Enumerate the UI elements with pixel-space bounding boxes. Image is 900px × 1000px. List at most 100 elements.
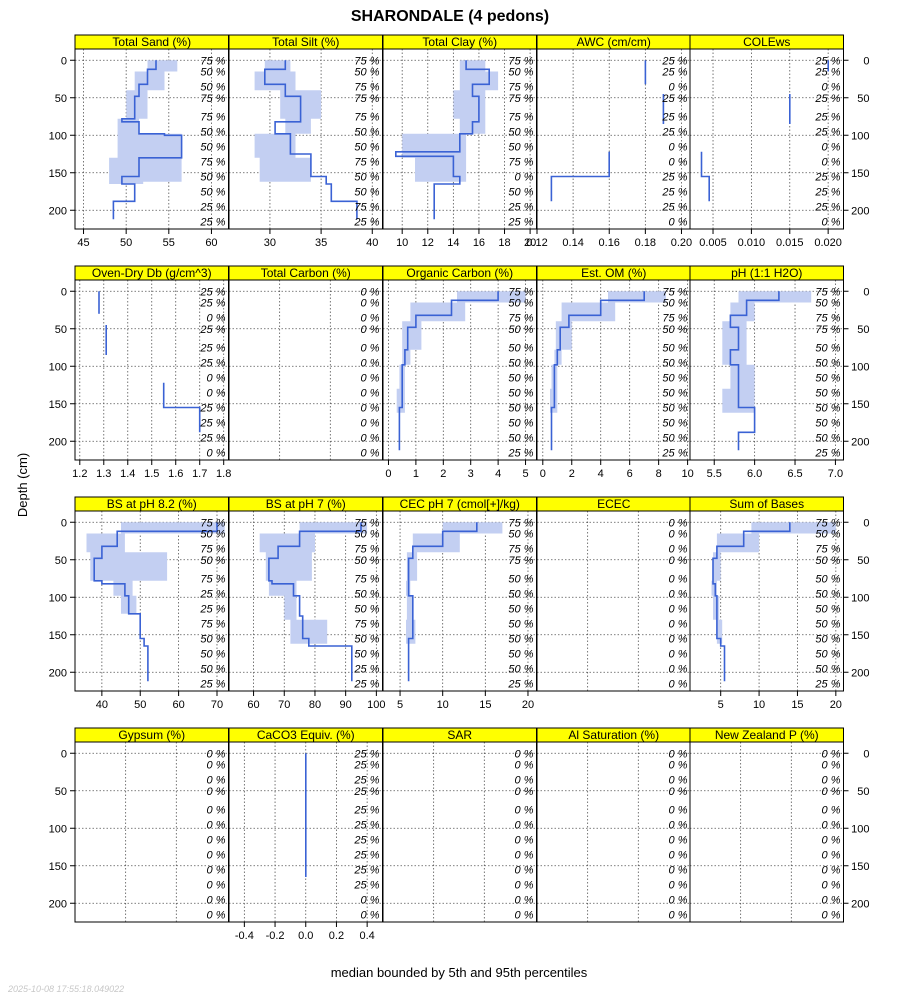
panel-7-pct-label: 50 % (508, 343, 533, 355)
panel-2-pct-label: 25 % (507, 202, 533, 214)
panel-9-xtick-label: 7.0 (828, 468, 843, 480)
panel-18-pct-label: 0 % (669, 850, 688, 862)
panel-14-pct-label: 50 % (815, 589, 840, 601)
panel-13-pct-label: 0 % (669, 555, 688, 567)
panel-0-ytick-label: 100 (49, 130, 67, 142)
panel-1-pct-label: 75 % (354, 93, 379, 105)
panel-3-pct-label: 0 % (669, 217, 688, 229)
panel-7-xtick-label: 5 (522, 468, 528, 480)
panel-2-pct-label: 50 % (508, 142, 533, 154)
panel-1-strip-label: Total Silt (%) (272, 35, 339, 49)
panel-6-pct-label: 0 % (361, 373, 380, 385)
panel-8-pct-label: 50 % (662, 373, 687, 385)
panel-15-pct-label: 0 % (207, 805, 226, 817)
panel-18-plot-bg (537, 742, 691, 922)
panel-13-pct-label: 0 % (669, 634, 688, 646)
panel-18-pct-label: 0 % (669, 786, 688, 798)
panel-4-pct-label: 25 % (814, 112, 840, 124)
panel-11-xtick-label: 60 (247, 699, 259, 711)
panel-7-median-line (398, 291, 499, 451)
panel-12-xtick-label: 5 (397, 699, 403, 711)
panel-3-xtick-label: 0.16 (599, 237, 620, 249)
panel-9-ytick-label: 200 (851, 436, 869, 448)
panel-14-border (689, 510, 844, 692)
panel-14-pct-label: 50 % (815, 649, 840, 661)
panel-12-pct-label: 75 % (508, 555, 533, 567)
panel-6-pct-label: 0 % (361, 358, 380, 370)
panel-10-ytick-label: 100 (49, 592, 67, 604)
panel-5-ytick-label: 0 (61, 286, 67, 298)
panel-13-plot-bg (537, 511, 691, 691)
panel-9-plot-bg (690, 280, 844, 460)
panel-10-pct-label: 50 % (200, 555, 225, 567)
panel-5-plot-bg (75, 280, 229, 460)
panel-0-pct-label: 75 % (200, 93, 225, 105)
panel-11-xtick-label: 70 (278, 699, 290, 711)
panel-16-pct-label: 25 % (353, 880, 379, 892)
panel-17-pct-label: 0 % (515, 835, 534, 847)
panel-15-ytick-label: 50 (55, 786, 67, 798)
panel-13-pct-label: 0 % (669, 679, 688, 691)
panel-10: BS at pH 8.2 (%)75 %50 %75 %50 %75 %25 %… (49, 496, 229, 711)
panel-2-xtick-label: 20 (524, 237, 536, 249)
panel-2-xtick-label: 12 (422, 237, 434, 249)
panel-5-pct-label: 0 % (207, 373, 226, 385)
panel-4-pct-label: 25 % (814, 55, 840, 67)
panel-14-strip-label: Sum of Bases (729, 497, 804, 511)
panel-5-xtick-label: 1.5 (144, 468, 159, 480)
panel-11-pct-label: 25 % (353, 679, 379, 691)
panel-5-xtick-label: 1.7 (192, 468, 207, 480)
panel-19-pct-label: 0 % (822, 748, 841, 760)
panel-16-strip-label: CaCO3 Equiv. (%) (257, 728, 355, 742)
panel-0: Total Sand (%)75 %50 %50 %75 %75 %50 %50… (49, 34, 229, 249)
panel-18-pct-label: 0 % (669, 820, 688, 832)
panel-8-percentile-band (550, 291, 666, 413)
panel-16-pct-label: 0 % (361, 910, 380, 922)
panel-1-plot-bg (229, 49, 383, 229)
panel-2-pct-label: 75 % (508, 157, 533, 169)
panel-15-pct-label: 0 % (207, 748, 226, 760)
panel-17-pct-label: 0 % (515, 880, 534, 892)
panel-0-xtick-label: 50 (120, 237, 132, 249)
panel-3-pct-label: 0 % (669, 157, 688, 169)
panel-6-pct-label: 0 % (361, 433, 380, 445)
panel-12-pct-label: 50 % (508, 589, 533, 601)
panel-6-pct-label: 0 % (361, 286, 380, 298)
panel-5-xtick-label: 1.2 (72, 468, 87, 480)
panel-3-pct-label: 25 % (661, 55, 687, 67)
panel-4-plot-bg (690, 49, 844, 229)
panel-0-xtick-label: 60 (205, 237, 217, 249)
panel-14-pct-label: 50 % (815, 664, 840, 676)
panel-19-strip-label: New Zealand P (%) (715, 728, 819, 742)
panel-8-pct-label: 50 % (662, 343, 687, 355)
panel-15-pct-label: 0 % (207, 850, 226, 862)
panel-3-xtick-label: 0.20 (671, 237, 692, 249)
panel-11-pct-label: 50 % (354, 604, 379, 616)
panel-2-xtick-label: 16 (473, 237, 485, 249)
panel-1-median-line (263, 60, 358, 220)
panel-11-pct-label: 50 % (354, 649, 379, 661)
panel-4-pct-label: 0 % (822, 157, 841, 169)
panel-2-pct-label: 75 % (508, 93, 533, 105)
panel-7-pct-label: 75 % (508, 313, 533, 325)
panel-2-pct-label: 50 % (508, 67, 533, 79)
panel-0-ytick-label: 200 (49, 205, 67, 217)
panel-4-pct-label: 25 % (814, 202, 840, 214)
panel-11-xtick-label: 100 (367, 699, 385, 711)
panel-1-pct-label: 50 % (354, 127, 379, 139)
panel-15-pct-label: 0 % (207, 835, 226, 847)
panel-11-xtick-label: 90 (340, 699, 352, 711)
panel-10-pct-label: 25 % (199, 604, 225, 616)
panel-8-pct-label: 50 % (662, 298, 687, 310)
panel-14-pct-label: 50 % (815, 529, 840, 541)
panel-0-pct-label: 50 % (200, 67, 225, 79)
panel-9-pct-label: 75 % (815, 324, 840, 336)
panel-9-pct-label: 25 % (814, 448, 840, 460)
panel-10-pct-label: 50 % (200, 529, 225, 541)
panel-7-xtick-label: 2 (440, 468, 446, 480)
panel-1-pct-label: 50 % (354, 142, 379, 154)
panel-9-pct-label: 50 % (815, 298, 840, 310)
